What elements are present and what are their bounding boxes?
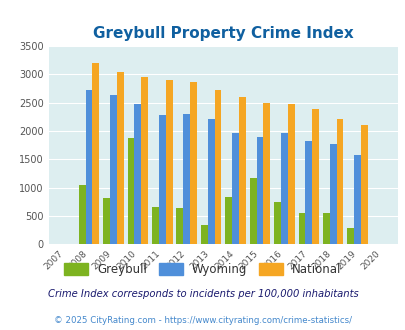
Bar [287, 105, 294, 244]
Bar [329, 144, 336, 244]
Bar [256, 137, 263, 244]
Bar [151, 207, 158, 244]
Bar [110, 95, 117, 244]
Bar [79, 185, 85, 244]
Title: Greybull Property Crime Index: Greybull Property Crime Index [93, 26, 353, 41]
Bar [85, 90, 92, 244]
Bar [322, 213, 329, 244]
Bar [117, 72, 124, 244]
Bar [214, 90, 221, 244]
Bar [273, 202, 280, 244]
Bar [238, 97, 245, 244]
Bar [92, 63, 99, 244]
Bar [165, 80, 172, 244]
Bar [298, 213, 305, 244]
Bar [305, 141, 311, 244]
Bar [127, 138, 134, 244]
Bar [103, 198, 110, 244]
Text: Crime Index corresponds to incidents per 100,000 inhabitants: Crime Index corresponds to incidents per… [47, 289, 358, 299]
Bar [249, 178, 256, 244]
Bar [263, 103, 269, 244]
Bar [336, 119, 343, 244]
Bar [200, 225, 207, 244]
Bar [183, 114, 190, 244]
Bar [207, 119, 214, 244]
Bar [158, 115, 165, 244]
Bar [225, 197, 232, 244]
Bar [232, 133, 238, 244]
Bar [360, 125, 367, 244]
Legend: Greybull, Wyoming, National: Greybull, Wyoming, National [60, 258, 345, 281]
Bar [141, 77, 148, 244]
Bar [280, 133, 287, 244]
Bar [190, 82, 196, 244]
Bar [134, 105, 141, 244]
Text: © 2025 CityRating.com - https://www.cityrating.com/crime-statistics/: © 2025 CityRating.com - https://www.city… [54, 316, 351, 325]
Bar [176, 208, 183, 244]
Bar [353, 155, 360, 244]
Bar [311, 109, 318, 244]
Bar [347, 228, 353, 244]
